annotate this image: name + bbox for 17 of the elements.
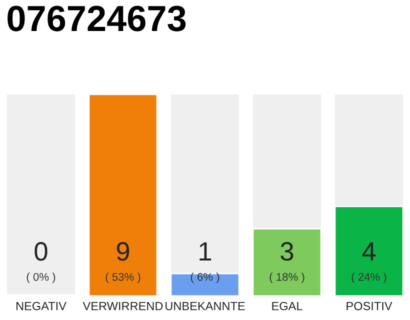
bar xyxy=(170,272,240,296)
chart-title: 076724673 xyxy=(8,6,186,32)
data-label: 0 xyxy=(34,242,48,261)
data-label: 4 xyxy=(362,242,376,260)
annotation: ( 0% ) xyxy=(26,272,56,284)
x-tick-label: NEGATIV xyxy=(16,302,66,310)
x-tick-label: POSITIV xyxy=(346,302,392,310)
annotation: ( 24% ) xyxy=(352,272,386,284)
data-label: 1 xyxy=(200,242,212,260)
annotation: ( 6% ) xyxy=(190,272,220,284)
annotation: ( 18% ) xyxy=(270,272,304,284)
data-label: 3 xyxy=(280,242,294,261)
data-label: 9 xyxy=(116,242,130,261)
x-tick-label: UNBEKANNTE xyxy=(166,302,245,310)
x-tick-label: VERWIRREND xyxy=(82,302,163,310)
x-tick-label: EGAL xyxy=(272,302,302,310)
annotation: ( 53% ) xyxy=(106,272,140,284)
